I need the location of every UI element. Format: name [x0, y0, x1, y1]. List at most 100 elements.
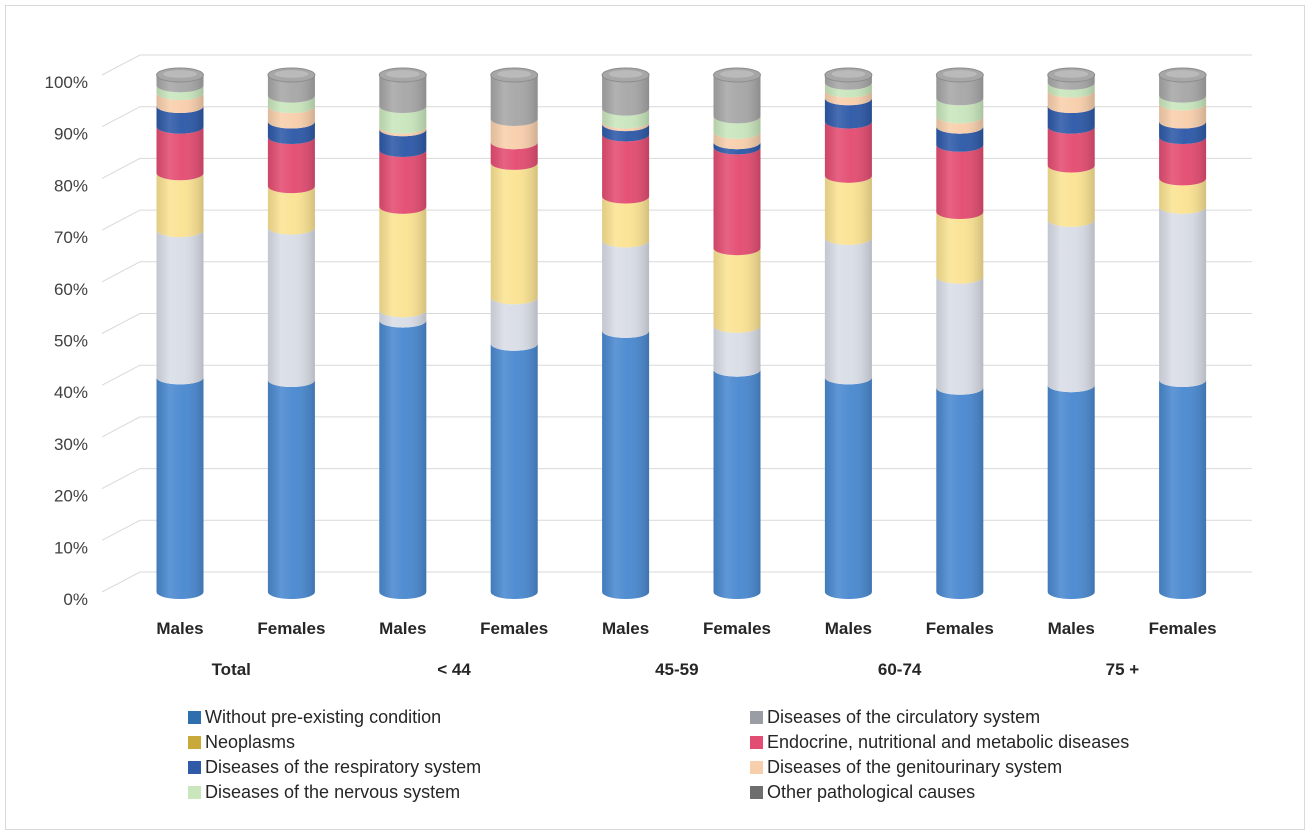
bar-segment-shading [490, 297, 538, 351]
bar-segment-shading [602, 121, 650, 132]
legend-item: Diseases of the nervous system [188, 781, 750, 804]
y-tick-label: 70% [54, 228, 88, 247]
bar-segment-shading [1159, 121, 1207, 145]
bar-segment-shading [602, 124, 650, 142]
bar-top-cap [824, 67, 873, 83]
bar-segment-shading [1047, 90, 1095, 114]
bar-segment-shading [156, 173, 204, 238]
y-tick-label: 60% [54, 280, 88, 299]
bar-stack [490, 67, 539, 600]
bar-segment-shading [824, 82, 872, 98]
legend-label: Diseases of the nervous system [205, 782, 461, 802]
gridline [101, 364, 1252, 386]
bar-top-cap [378, 67, 427, 83]
y-tick-label: 40% [54, 383, 88, 402]
bar-segment-shading [602, 134, 650, 204]
x-axis-group-labels: Total < 44 45-59 60-74 75 + [212, 660, 1140, 679]
bar-segment-shading [267, 121, 315, 145]
bar-top-cap [935, 67, 984, 83]
bar-segment-shading [1159, 75, 1207, 103]
legend-item: Without pre-existing condition [188, 706, 750, 729]
bar-segment-shading [713, 325, 761, 377]
bar-segment-shading [1047, 165, 1095, 227]
bar-segment-shading [713, 116, 761, 139]
legend-swatch-icon [188, 736, 201, 749]
bar-stack [824, 67, 873, 600]
bar-segment-shading [713, 75, 761, 124]
bar-top-cap-highlight [720, 70, 754, 78]
legend-swatch-icon [188, 786, 201, 799]
bar-segment-shading [824, 175, 872, 245]
x-group-label: < 44 [437, 660, 471, 679]
bar-segment-shading [713, 369, 761, 600]
gridline [101, 313, 1252, 334]
bar-segment-shading [156, 230, 204, 385]
bar-segment-shading [490, 118, 538, 150]
bar-top-cap-highlight [608, 70, 643, 78]
bar-segment-shading [936, 144, 984, 220]
gridline [101, 519, 1252, 541]
bar-stack [935, 67, 984, 600]
bar-segment-shading [602, 108, 650, 129]
gridline [101, 209, 1252, 231]
x-group-label: Total [212, 660, 251, 679]
bar-segment-shading [267, 137, 315, 194]
y-tick-label: 30% [54, 435, 88, 454]
bar-segment-shading [490, 343, 538, 600]
gridline [101, 571, 1252, 593]
x-axis-category-labels: Males Females Males Females Males Females Male… [156, 619, 1216, 638]
bar-segment-shading [379, 206, 427, 318]
bar-top-cap-highlight [497, 70, 532, 78]
bar-segment-shading [602, 330, 650, 600]
bar-segment-shading [936, 98, 984, 124]
x-category-label: Females [480, 619, 548, 638]
bar-stack [713, 67, 761, 600]
legend-label: Diseases of the respiratory system [205, 757, 482, 777]
y-tick-label: 100% [45, 73, 88, 92]
bar-segment-shading [936, 276, 984, 395]
bar-segment-shading [156, 106, 204, 134]
x-category-label: Females [703, 619, 771, 638]
legend: Without pre-existing condition Diseases … [188, 706, 1228, 804]
legend-swatch-icon [188, 711, 201, 724]
bar-stack [267, 67, 316, 600]
x-category-label: Males [379, 619, 426, 638]
gridline [101, 106, 1252, 128]
x-category-label: Females [926, 619, 994, 638]
legend-item: Diseases of the respiratory system [188, 756, 750, 779]
legend-swatch-icon [750, 736, 763, 749]
bar-segment-shading [156, 93, 204, 114]
bar-segment-shading [379, 75, 427, 114]
bar-segment-shading [156, 75, 204, 93]
bar-segment-shading [824, 98, 872, 129]
gridline [101, 416, 1252, 438]
gridline [101, 468, 1252, 490]
legend-label: Other pathological causes [767, 782, 976, 802]
bar-top-cap-highlight [1054, 70, 1089, 78]
gridline [101, 157, 1252, 179]
x-category-label: Males [156, 619, 203, 638]
bar-stack [1158, 67, 1207, 600]
legend-label: Diseases of the genitourinary system [767, 757, 1063, 777]
bar-stack [1047, 67, 1096, 600]
bar-stack [156, 67, 204, 600]
bar-segment-shading [379, 149, 427, 214]
legend-item: Diseases of the circulatory system [750, 706, 1228, 729]
bar-segment-shading [1159, 380, 1207, 600]
bar-top-cap-highlight [831, 70, 866, 78]
x-group-label: 60-74 [878, 660, 922, 679]
bar-segment-shading [602, 75, 650, 116]
bar-segment-shading [824, 90, 872, 106]
bar-top-cap-highlight [1165, 70, 1200, 78]
bar-top-cap [1158, 67, 1207, 83]
bar-segment-shading [379, 106, 427, 134]
bar-top-cap-highlight [942, 70, 977, 78]
bar-segment-shading [267, 227, 315, 388]
x-category-label: Males [1048, 619, 1095, 638]
bar-segment-shading [379, 320, 427, 600]
bar-segment-shading [1159, 178, 1207, 214]
bar-segment-shading [267, 95, 315, 114]
bar-segment-shading [267, 75, 315, 103]
x-category-label: Males [825, 619, 872, 638]
